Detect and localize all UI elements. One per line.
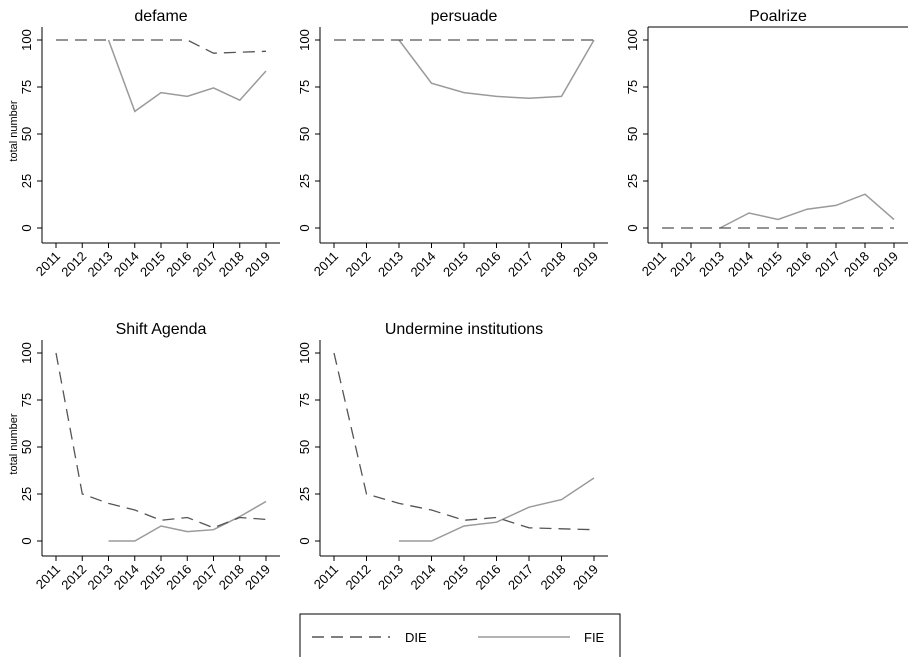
y-tick-label: 50 <box>625 127 640 141</box>
x-tick-label: 2013 <box>375 562 406 593</box>
y-tick-label: 50 <box>297 127 312 141</box>
x-tick-label: 2014 <box>725 249 756 280</box>
x-tick-label: 2011 <box>311 249 341 279</box>
y-axis-label: total number <box>8 100 20 161</box>
legend-label-die: DIE <box>405 630 427 645</box>
x-tick-label: 2018 <box>538 249 569 280</box>
y-tick-label: 50 <box>19 127 34 141</box>
y-tick-label: 75 <box>19 80 34 94</box>
y-tick-label: 75 <box>19 393 34 407</box>
x-tick-label: 2015 <box>137 562 168 593</box>
y-tick-label: 0 <box>19 537 34 544</box>
panel-title: Undermine institutions <box>385 321 543 338</box>
panel-title: defame <box>134 8 187 25</box>
x-tick-label: 2016 <box>163 249 194 280</box>
y-tick-label: 0 <box>297 224 312 231</box>
y-tick-label: 0 <box>19 224 34 231</box>
panel-1: defame 0 25 50 75 100 total number 201120122013… <box>8 8 280 280</box>
x-tick-label: 2015 <box>137 249 168 280</box>
y-tick-label: 50 <box>297 440 312 454</box>
x-tick-label: 2011 <box>311 562 341 592</box>
x-tick-label: 2018 <box>538 562 569 593</box>
x-tick-label: 2012 <box>343 249 374 280</box>
x-tick-label: 2018 <box>216 249 247 280</box>
x-tick-label: 2013 <box>696 249 727 280</box>
x-tick-label: 2015 <box>440 562 471 593</box>
legend-label-fie: FIE <box>584 630 605 645</box>
y-tick-label: 100 <box>19 342 34 364</box>
y-tick-label: 0 <box>625 224 640 231</box>
x-tick-label: 2018 <box>216 562 247 593</box>
x-tick-label: 2013 <box>85 249 116 280</box>
series-line-die <box>333 352 595 531</box>
x-tick-label: 2017 <box>505 562 536 593</box>
x-tick-label: 2019 <box>570 562 601 593</box>
y-tick-label: 25 <box>19 487 34 501</box>
x-tick-label: 2014 <box>111 562 142 593</box>
y-tick-label: 25 <box>297 174 312 188</box>
x-tick-label: 2019 <box>242 562 273 593</box>
x-tick-label: 2013 <box>85 562 116 593</box>
y-tick-label: 100 <box>19 29 34 51</box>
series-line-fie <box>398 39 595 100</box>
y-tick-label: 75 <box>297 393 312 407</box>
x-tick-label: 2015 <box>440 249 471 280</box>
x-tick-label: 2013 <box>375 249 406 280</box>
x-tick-label: 2019 <box>570 249 601 280</box>
x-tick-label: 2016 <box>473 249 504 280</box>
x-tick-label: 2017 <box>812 249 843 280</box>
x-tick-label: 2014 <box>111 249 142 280</box>
x-tick-label: 2016 <box>473 562 504 593</box>
legend: DIE FIE <box>299 613 621 657</box>
y-tick-label: 0 <box>297 537 312 544</box>
x-tick-label: 2012 <box>58 249 89 280</box>
x-tick-label: 2014 <box>408 562 439 593</box>
panel-5: Undermine institutions 0 25 50 75 100 2011 2012… <box>297 321 608 593</box>
y-tick-label: 75 <box>625 80 640 94</box>
series-line-fie <box>108 500 267 542</box>
x-tick-label: 2018 <box>841 249 872 280</box>
y-axis-label: total number <box>8 413 20 474</box>
x-tick-label: 2017 <box>190 249 221 280</box>
series-line-die <box>55 352 267 529</box>
x-tick-label: 2017 <box>505 249 536 280</box>
legend-box <box>299 613 621 657</box>
y-tick-label: 25 <box>297 487 312 501</box>
x-tick-label: 2019 <box>242 249 273 280</box>
x-tick-label: 2014 <box>408 249 439 280</box>
y-tick-label: 25 <box>625 174 640 188</box>
x-tick-label: 2011 <box>639 249 669 279</box>
x-tick-label: 2012 <box>667 249 698 280</box>
x-tick-label: 2016 <box>163 562 194 593</box>
x-tick-label: 2017 <box>190 562 221 593</box>
y-tick-label: 100 <box>625 29 640 51</box>
x-tick-label: 2012 <box>343 562 374 593</box>
x-tick-label: 2016 <box>783 249 814 280</box>
panel-title: persuade <box>431 8 498 25</box>
x-tick-label: 2011 <box>33 249 63 279</box>
x-tick-label: 2011 <box>33 562 63 592</box>
series-line-die <box>56 39 267 54</box>
panel-title: Shift Agenda <box>116 321 207 338</box>
x-tick-label: 2012 <box>58 562 89 593</box>
series-line-fie <box>107 39 267 113</box>
series-line-fie <box>719 193 895 229</box>
series-line-fie <box>399 477 595 542</box>
y-tick-label: 25 <box>19 174 34 188</box>
x-tick-label: 2019 <box>870 249 901 280</box>
x-tick-label: 2015 <box>754 249 785 280</box>
y-tick-label: 50 <box>19 440 34 454</box>
y-tick-label: 75 <box>297 80 312 94</box>
panel-3: Poalrize02550751002011201220132014201520… <box>625 8 908 280</box>
y-tick-label: 100 <box>297 29 312 51</box>
panel-title: Poalrize <box>749 8 807 25</box>
y-tick-label: 100 <box>297 342 312 364</box>
